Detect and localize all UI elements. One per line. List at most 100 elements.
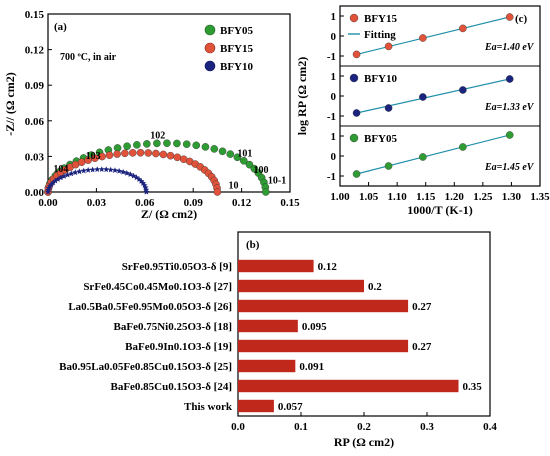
nyquist-frequency-label: 104: [53, 164, 68, 175]
bar-x-axis-label: RP (Ω cm2): [334, 435, 394, 449]
bfy10-point: [141, 182, 148, 188]
bar-x-tick-label: 0.2: [357, 421, 371, 433]
nyquist-y-tick-label: 0.12: [25, 45, 45, 57]
bfy15-point: [113, 150, 121, 158]
nyquist-legend: BFY05 BFY15 BFY10: [204, 24, 254, 73]
arrhenius-y-axis-label: log RP (Ω cm2): [295, 57, 309, 136]
bfy10-point: [123, 169, 130, 176]
bfy15-point: [173, 153, 182, 162]
arrhenius-x-tick-label: 1.25: [473, 191, 493, 203]
nyquist-frequency-label: 101: [237, 148, 252, 159]
nyquist-frequency-label: 100: [253, 165, 268, 176]
bfy10-point: [45, 188, 51, 195]
bfy10-point: [419, 93, 427, 101]
arrhenius-x-tick-label: 1.20: [445, 191, 465, 203]
nyquist-y-tick-label: 0.15: [25, 9, 45, 21]
legend-marker-bfy10: [204, 60, 216, 72]
bfy15-point: [352, 50, 361, 59]
bfy05-point: [218, 147, 227, 156]
nyquist-frequency-label: 10-1: [268, 176, 286, 187]
bar-x-ticks: 0.0 0.1 0.2 0.3 0.4: [231, 412, 497, 433]
bfy15-fit-line: [356, 16, 510, 55]
nyquist-x-tick-label: 0.12: [232, 197, 252, 209]
bfy15-point: [105, 151, 114, 159]
arrhenius-x-tick-label: 1.30: [502, 191, 522, 203]
bfy10-point: [138, 178, 145, 184]
legend-label-bfy05: BFY05: [364, 133, 398, 145]
nyquist-y-tick-label: 0.03: [25, 151, 45, 163]
bfy10-point: [68, 170, 75, 177]
arrhenius-y-tick-label: -1: [327, 51, 336, 63]
bar-x-tick-label: 0.0: [231, 421, 245, 433]
bfy15-point: [91, 154, 99, 162]
bar-category-label: BaFe0.9In0.1O3-δ [19]: [125, 341, 232, 353]
bfy05-point: [143, 140, 151, 148]
nyquist-series: [44, 139, 270, 196]
bfy15-point: [77, 158, 86, 167]
bar: [238, 299, 409, 313]
bfy05-point: [192, 141, 201, 150]
bfy05-point: [163, 139, 171, 147]
bfy10-point: [384, 104, 393, 112]
legend-label-bfy10: BFY10: [364, 73, 398, 85]
bfy15-point: [128, 149, 137, 157]
bfy15-point: [144, 149, 153, 157]
nyquist-condition-annotation: 700 ºC, in air: [60, 52, 117, 63]
arrhenius-y-tick-label: 0: [331, 91, 337, 103]
bfy05-point: [210, 145, 219, 153]
nyquist-x-axis-label: Z/ (Ω cm2): [141, 207, 197, 221]
bar-value-label: 0.12: [318, 261, 338, 273]
bar-category-label: BaFe0.85Cu0.15O3-δ [24]: [110, 381, 232, 393]
bar-category-label: This work: [184, 401, 233, 413]
bar-value-label: 0.27: [412, 301, 432, 313]
nyquist-y-ticks: 0.00 0.03 0.06 0.09 0.12 0.15: [25, 9, 52, 199]
nyquist-x-ticks: 0.00 0.03 0.06 0.09 0.12 0.15: [38, 188, 300, 209]
bfy05-point: [153, 139, 161, 148]
bfy15-point: [98, 152, 106, 161]
bar-x-tick-label: 0.3: [420, 421, 434, 433]
legend-marker-bfy10: [349, 73, 359, 83]
arrhenius-x-axis-label: 1000/T (K-1): [407, 203, 472, 217]
bar: [238, 259, 314, 273]
bfy15-point: [152, 149, 160, 158]
legend-label-bfy15: BFY15: [364, 13, 398, 25]
bfy10-point: [85, 167, 92, 173]
bar-category-label: La0.5Ba0.5Fe0.95Mo0.05O3-δ [26]: [68, 301, 232, 313]
bar-value-label: 0.095: [302, 321, 327, 333]
bfy05-fit-line: [356, 134, 510, 175]
bfy15-point: [459, 24, 467, 33]
bfy10-point: [352, 109, 361, 117]
arrhenius-x-ticks: 1.00 1.05 1.10 1.15 1.20 1.25 1.30 1.35: [330, 182, 550, 203]
bfy05-point: [173, 139, 181, 148]
bfy05-point: [233, 153, 242, 162]
bfy10-point: [54, 176, 61, 182]
bar: [238, 359, 296, 373]
bfy10-point: [52, 177, 59, 184]
bar-category-label: BaFe0.75Ni0.25O3-δ [18]: [114, 321, 232, 333]
bar: [238, 339, 409, 353]
nyquist-y-tick-label: 0.06: [25, 116, 45, 128]
bar-value-label: 0.2: [368, 281, 382, 293]
bar-x-tick-label: 0.4: [483, 421, 497, 433]
legend-label-bfy05: BFY05: [220, 25, 254, 37]
bfy05-point: [505, 131, 514, 139]
bar-category-label: Ba0.95La0.05Fe0.85Cu0.15O3-δ [25]: [59, 361, 232, 373]
nyquist-plot-frame: [47, 13, 291, 193]
arrhenius-panel-label: (c): [515, 13, 528, 25]
arrhenius-y-tick-label: 1: [331, 131, 337, 143]
bar-series: 0.12 SrFe0.95Ti0.05O3-δ [9] 0.2 SrFe0.45Co0…: [59, 259, 482, 413]
arrhenius-y-tick-label: 0: [331, 31, 337, 43]
bfy15-point: [166, 151, 175, 160]
arrhenius-subpanels: 1 0 -1 BFY15 Fitting Ea=1.40 eV 1 0 -1 BFY10 Ea=1.…: [327, 11, 535, 183]
bfy05-point: [245, 160, 254, 169]
bar-x-tick-label: 0.1: [294, 421, 308, 433]
bfy10-point: [116, 167, 123, 174]
bar: [238, 319, 298, 333]
legend-marker-bfy05: [204, 24, 216, 36]
nyquist-y-tick-label: 0.00: [25, 187, 45, 199]
nyquist-frequency-label: 10: [229, 180, 239, 191]
arrhenius-x-tick-label: 1.10: [388, 191, 408, 203]
legend-label-bfy15: BFY15: [220, 43, 254, 55]
bfy05-point: [384, 162, 393, 170]
bar-value-label: 0.057: [278, 401, 303, 413]
